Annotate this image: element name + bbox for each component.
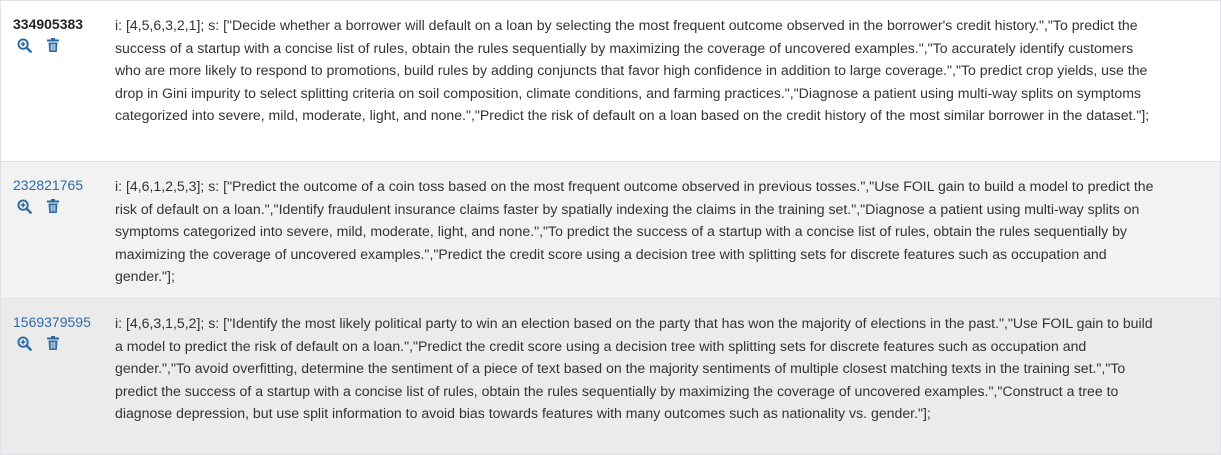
list-item: 232821765 bbox=[1, 162, 1220, 299]
record-id-link[interactable]: 232821765 bbox=[13, 177, 84, 193]
zoom-in-icon[interactable] bbox=[16, 37, 32, 53]
record-text: i: [4,6,1,2,5,3]; s: ["Predict the outco… bbox=[115, 178, 1154, 285]
row-actions bbox=[13, 198, 115, 214]
record-text: i: [4,6,3,1,5,2]; s: ["Identify the most… bbox=[115, 315, 1153, 422]
row-actions bbox=[13, 37, 115, 53]
trash-icon[interactable] bbox=[45, 335, 61, 351]
record-text: i: [4,5,6,3,2,1]; s: ["Decide whether a … bbox=[115, 17, 1150, 124]
record-id-column: 232821765 bbox=[1, 162, 115, 298]
record-id-column: 334905383 bbox=[1, 1, 115, 161]
trash-icon[interactable] bbox=[45, 198, 61, 214]
trash-icon[interactable] bbox=[45, 37, 61, 53]
zoom-in-icon[interactable] bbox=[16, 335, 32, 351]
record-id-column: 1569379595 bbox=[1, 299, 115, 454]
list-item: 334905383 bbox=[1, 1, 1220, 162]
list-item: 1569379595 bbox=[1, 299, 1220, 455]
record-id: 334905383 bbox=[13, 16, 84, 32]
row-actions bbox=[13, 335, 115, 351]
zoom-in-icon[interactable] bbox=[16, 198, 32, 214]
record-id-link[interactable]: 1569379595 bbox=[13, 314, 91, 330]
